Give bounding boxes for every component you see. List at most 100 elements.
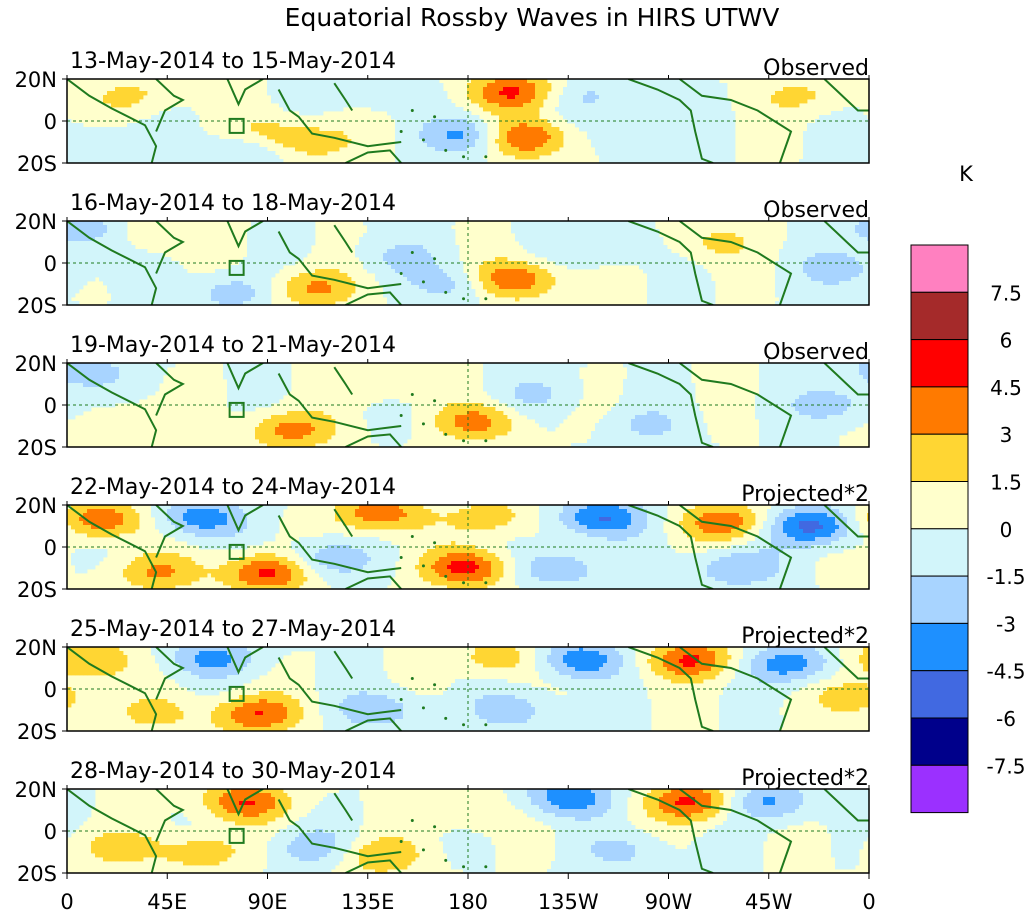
field-cell [835, 155, 840, 160]
field-cell [395, 269, 400, 274]
field-cell [71, 273, 76, 278]
field-cell [67, 225, 72, 230]
field-cell [659, 99, 664, 104]
field-cell [779, 103, 784, 108]
field-cell [675, 151, 680, 156]
field-cell [515, 281, 520, 286]
field-cell [507, 265, 512, 270]
field-cell [631, 127, 636, 132]
field-cell [539, 139, 544, 144]
field-cell [523, 289, 528, 294]
field-cell [407, 229, 412, 234]
field-cell [291, 139, 296, 144]
field-cell [619, 229, 624, 234]
field-cell [795, 277, 800, 282]
field-cell [671, 265, 676, 270]
field-cell [727, 143, 732, 148]
field-cell [119, 257, 124, 262]
field-cell [819, 253, 824, 258]
field-cell [423, 99, 428, 104]
field-cell [587, 91, 592, 96]
field-cell [467, 83, 472, 88]
field-cell [327, 285, 332, 290]
field-cell [387, 237, 392, 242]
field-cell [595, 111, 600, 116]
field-cell [151, 277, 156, 282]
field-cell [135, 285, 140, 290]
field-cell [503, 95, 508, 100]
field-cell [359, 83, 364, 88]
field-cell [447, 253, 452, 258]
field-cell [855, 269, 860, 274]
field-cell [655, 79, 660, 84]
field-cell [391, 249, 396, 254]
field-cell [575, 91, 580, 96]
field-cell [395, 151, 400, 156]
coast-philippines [333, 82, 354, 112]
field-cell [527, 273, 532, 278]
field-cell [399, 99, 404, 104]
field-cell [211, 273, 216, 278]
field-cell [459, 281, 464, 286]
field-cell [631, 151, 636, 156]
field-cell [571, 229, 576, 234]
field-cell [443, 253, 448, 258]
field-cell [327, 95, 332, 100]
field-cell [531, 151, 536, 156]
field-cell [531, 79, 536, 84]
field-cell [279, 159, 284, 163]
field-cell [551, 249, 556, 254]
field-cell [411, 119, 416, 124]
field-cell [99, 237, 104, 242]
field-cell [403, 289, 408, 294]
field-cell [531, 225, 536, 230]
field-cell [415, 79, 420, 84]
field-cell [587, 95, 592, 100]
field-cell [859, 143, 864, 148]
field-cell [339, 143, 344, 148]
field-cell [111, 135, 116, 140]
field-cell [635, 87, 640, 92]
field-cell [799, 229, 804, 234]
field-cell [287, 257, 292, 262]
field-cell [127, 139, 132, 144]
field-cell [831, 241, 836, 246]
field-cell [479, 143, 484, 148]
field-cell [335, 99, 340, 104]
field-cell [555, 257, 560, 262]
field-cell [239, 281, 244, 286]
field-cell [831, 281, 836, 286]
field-cell [603, 135, 608, 140]
field-cell [447, 147, 452, 152]
field-cell [491, 289, 496, 294]
field-cell [411, 285, 416, 290]
field-cell [95, 265, 100, 270]
field-cell [459, 119, 464, 124]
field-cell [79, 281, 84, 286]
field-cell [863, 257, 868, 262]
field-cell [527, 237, 532, 242]
field-cell [647, 95, 652, 100]
field-cell [535, 91, 540, 96]
field-cell [843, 241, 848, 246]
field-cell [627, 119, 632, 124]
field-cell [303, 273, 308, 278]
field-cell [163, 281, 168, 286]
field-cell [455, 245, 460, 250]
field-cell [831, 147, 836, 152]
field-cell [271, 95, 276, 100]
field-cell [423, 261, 428, 266]
field-cell [651, 111, 656, 116]
field-cell [607, 127, 612, 132]
field-cell [519, 273, 524, 278]
field-cell [563, 225, 568, 230]
field-cell [439, 269, 444, 274]
field-cell [663, 95, 668, 100]
field-cell [583, 225, 588, 230]
field-cell [855, 233, 860, 238]
field-cell [611, 257, 616, 262]
field-cell [575, 237, 580, 242]
field-cell [443, 241, 448, 246]
field-cell [199, 151, 204, 156]
field-cell [691, 159, 696, 163]
